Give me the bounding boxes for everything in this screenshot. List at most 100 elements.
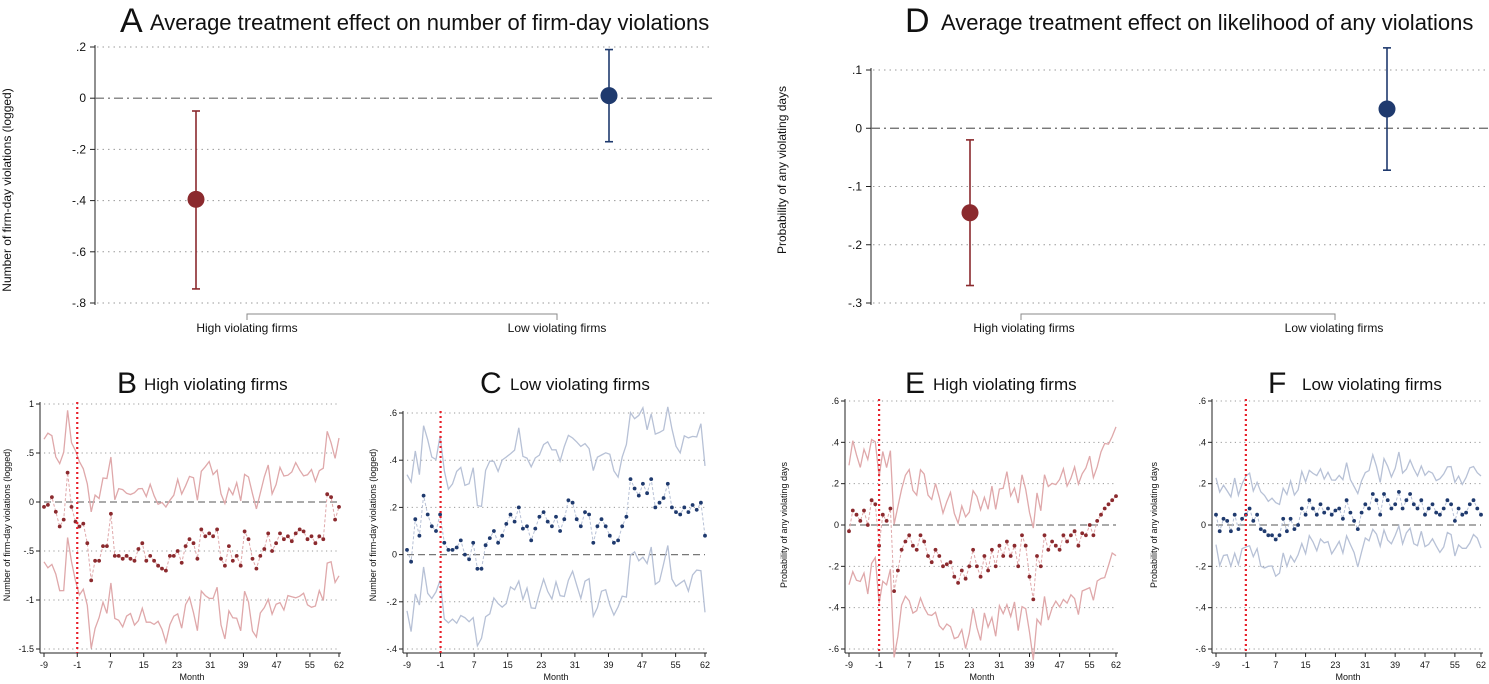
y-tick-label: .2 [1198,479,1206,489]
estimate-point [417,533,422,538]
estimate-point [661,496,666,500]
estimate-point [1251,519,1256,523]
estimate-point [187,537,192,542]
estimate-point [1258,527,1263,531]
panel-e-ylabel: Probability of any violating days [779,461,789,588]
estimate-point [128,556,133,561]
estimate-point [562,517,567,522]
estimate-point [583,510,587,514]
estimate-point [1065,539,1069,544]
estimate-point [1475,506,1480,511]
panel-f-ylabel: Probability of any violating days [1149,461,1159,588]
estimate-point [550,524,554,529]
estimate-point [1445,498,1450,503]
estimate-point [1467,502,1472,507]
x-tick-label: 39 [1024,660,1034,670]
estimate-point [219,556,223,561]
y-tick-label: -.5 [23,546,34,556]
x-tick-label: 7 [108,660,113,670]
estimate-point [1102,506,1107,511]
estimate-point [1087,523,1092,527]
estimate-point [242,529,247,534]
estimate-point [850,508,855,513]
estimate-point [132,558,137,563]
estimate-point [616,538,620,543]
x-tick-label: 62 [1111,660,1121,670]
estimate-point-low [600,87,618,105]
estimate-point [270,549,274,553]
estimate-point [1299,506,1304,511]
estimate-point [1288,516,1293,521]
estimate-point [1270,533,1274,538]
estimate-point [624,514,629,519]
estimate-point [1057,547,1062,552]
estimate-point [858,519,863,523]
estimate-point [250,556,255,561]
estimate-point [309,534,314,539]
x-tick-label: -1 [437,660,445,670]
estimate-point [1393,502,1398,507]
estimate-point [301,529,306,534]
panel-a: A Average treatment effect on number of … [0,2,712,335]
estimate-point [317,534,322,539]
estimate-point [533,526,538,531]
estimate-point [541,510,546,514]
y-tick-label: -.4 [72,194,86,208]
estimate-point [865,523,870,527]
estimate-point [922,539,927,544]
x-tick-label: 47 [1420,660,1430,670]
estimate-point [504,522,509,526]
estimate-point [1344,498,1349,503]
estimate-point [425,512,430,517]
x-tick-label: -9 [1212,660,1220,670]
estimate-point [525,524,529,529]
estimate-point [512,519,517,524]
x-tick-label: 7 [907,660,912,670]
estimate-point [944,562,949,567]
estimate-point [918,533,923,538]
estimate-point [1016,564,1021,569]
estimate-point [1303,512,1308,517]
estimate-point [1221,516,1226,521]
estimate-point [487,536,492,540]
estimate-point [413,517,418,522]
estimate-point [164,568,168,573]
estimate-point [607,533,612,538]
estimate-point [1453,519,1457,523]
y-tick-label: .2 [389,502,397,512]
estimate-point [454,545,459,550]
estimate-point [1352,519,1356,523]
estimate-point [948,560,953,565]
estimate-point [329,495,333,499]
y-tick-label: -.2 [72,142,86,156]
estimate-point [952,574,957,579]
estimate-point [903,539,908,544]
x-tick-label: 7 [1273,660,1278,670]
y-tick-label: -.2 [386,597,397,607]
panel-c-ylabel: Number of firm-day violations (logged) [368,449,378,602]
estimate-point [880,512,885,517]
estimate-point [1053,543,1058,548]
estimate-point [293,531,298,536]
estimate-point [1408,492,1412,496]
estimate-point [286,534,290,539]
estimate-point [479,566,484,571]
estimate-line [848,495,1117,600]
panel-b-ylabel: Number of firm-day violations (logged) [2,449,12,602]
estimate-point [1110,498,1115,503]
estimate-point [1031,597,1036,602]
estimate-point [199,527,204,532]
estimate-point [305,537,310,542]
panel-e: E High violating firms Probability of an… [779,367,1121,682]
estimate-point [1460,512,1465,517]
estimate-point [1449,502,1453,507]
estimate-point [211,534,216,539]
estimate-point [686,510,691,514]
x-tick-label: 15 [1301,660,1311,670]
estimate-point [446,548,451,552]
estimate-point [926,554,930,558]
estimate-point [168,554,172,558]
estimate-point [545,519,550,524]
estimate-point [1426,506,1431,511]
